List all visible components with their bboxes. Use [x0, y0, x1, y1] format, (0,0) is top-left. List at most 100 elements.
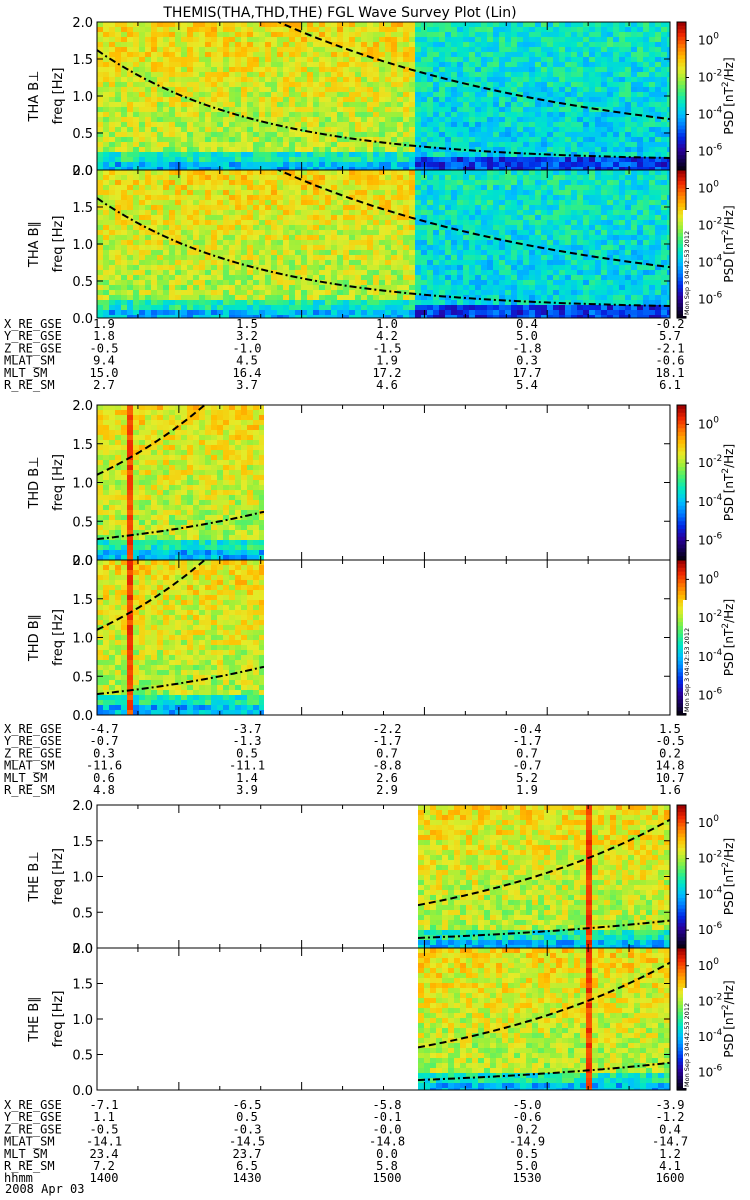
heatmap-cell: [355, 117, 361, 122]
heatmap-cell: [457, 310, 463, 315]
heatmap-cell: [499, 260, 505, 265]
heatmap-cell: [343, 310, 349, 315]
heatmap-cell: [553, 72, 559, 77]
heatmap-cell: [289, 315, 295, 318]
heatmap-cell: [265, 170, 271, 175]
heatmap-cell: [139, 170, 145, 175]
heatmap-cell: [253, 310, 259, 315]
heatmap-cell: [193, 300, 199, 305]
heatmap-cell: [109, 220, 115, 225]
heatmap-cell: [139, 72, 145, 77]
heatmap-cell: [343, 300, 349, 305]
heatmap-cell: [661, 47, 667, 52]
heatmap-cell: [619, 82, 625, 87]
heatmap-cell: [241, 260, 247, 265]
heatmap-cell: [121, 77, 127, 82]
heatmap-cell: [349, 27, 355, 32]
heatmap-cell: [355, 250, 361, 255]
heatmap-cell: [235, 240, 241, 245]
heatmap-cell: [583, 112, 589, 117]
heatmap-cell: [403, 42, 409, 47]
heatmap-cell: [397, 305, 403, 310]
heatmap-cell: [397, 22, 403, 27]
heatmap-cell: [481, 245, 487, 250]
heatmap-cell: [409, 42, 415, 47]
heatmap-cell: [169, 92, 175, 97]
heatmap-cell: [283, 102, 289, 107]
heatmap-cell: [583, 22, 589, 27]
heatmap-cell: [553, 27, 559, 32]
heatmap-cell: [289, 250, 295, 255]
heatmap-cell: [235, 310, 241, 315]
heatmap-cell: [379, 137, 385, 142]
heatmap-cell: [445, 47, 451, 52]
heatmap-cell: [289, 27, 295, 32]
heatmap-cell: [289, 300, 295, 305]
colorbar-step: [677, 44, 686, 49]
heatmap-cell: [133, 240, 139, 245]
heatmap-cell: [523, 162, 529, 167]
heatmap-cell: [643, 47, 649, 52]
heatmap-cell: [373, 185, 379, 190]
heatmap-cell: [115, 92, 121, 97]
heatmap-cell: [247, 52, 253, 57]
heatmap-cell: [223, 162, 229, 167]
heatmap-cell: [259, 62, 265, 67]
heatmap-cell: [559, 52, 565, 57]
heatmap-cell: [229, 200, 235, 205]
heatmap-cell: [457, 180, 463, 185]
heatmap-cell: [301, 240, 307, 245]
heatmap-cell: [169, 300, 175, 305]
heatmap-cell: [523, 157, 529, 162]
heatmap-cell: [607, 27, 613, 32]
heatmap-cell: [385, 87, 391, 92]
heatmap-cell: [367, 170, 373, 175]
heatmap-cell: [121, 315, 127, 318]
heatmap-cell: [151, 275, 157, 280]
heatmap-cell: [661, 147, 667, 152]
heatmap-cell: [373, 117, 379, 122]
heatmap-cell: [403, 62, 409, 67]
heatmap-cell: [511, 52, 517, 57]
heatmap-cell: [535, 32, 541, 37]
heatmap-cell: [169, 305, 175, 310]
heatmap-cell: [175, 97, 181, 102]
heatmap-cell: [163, 77, 169, 82]
heatmap-cell: [235, 37, 241, 42]
heatmap-cell: [259, 300, 265, 305]
heatmap-cell: [541, 112, 547, 117]
heatmap-cell: [199, 117, 205, 122]
heatmap-cell: [367, 300, 373, 305]
heatmap-cell: [97, 47, 103, 52]
heatmap-cell: [469, 220, 475, 225]
heatmap-cell: [325, 122, 331, 127]
heatmap-cell: [175, 157, 181, 162]
heatmap-cell: [613, 117, 619, 122]
heatmap-cell: [487, 112, 493, 117]
heatmap-cell: [97, 62, 103, 67]
heatmap-cell: [355, 285, 361, 290]
heatmap-cell: [529, 157, 535, 162]
heatmap-cell: [643, 87, 649, 92]
heatmap-cell: [493, 215, 499, 220]
heatmap-cell: [517, 107, 523, 112]
heatmap-cell: [637, 122, 643, 127]
heatmap-cell: [271, 295, 277, 300]
heatmap-cell: [187, 235, 193, 240]
heatmap-cell: [475, 22, 481, 27]
heatmap-cell: [331, 142, 337, 147]
heatmap-cell: [367, 112, 373, 117]
heatmap-cell: [409, 87, 415, 92]
heatmap-cell: [373, 180, 379, 185]
heatmap-cell: [127, 157, 133, 162]
heatmap-cell: [181, 260, 187, 265]
heatmap-cell: [145, 230, 151, 235]
heatmap-cell: [199, 72, 205, 77]
heatmap-cell: [163, 107, 169, 112]
heatmap-cell: [385, 82, 391, 87]
heatmap-cell: [133, 170, 139, 175]
heatmap-cell: [361, 255, 367, 260]
heatmap-cell: [337, 72, 343, 77]
heatmap-cell: [187, 77, 193, 82]
heatmap-cell: [379, 122, 385, 127]
